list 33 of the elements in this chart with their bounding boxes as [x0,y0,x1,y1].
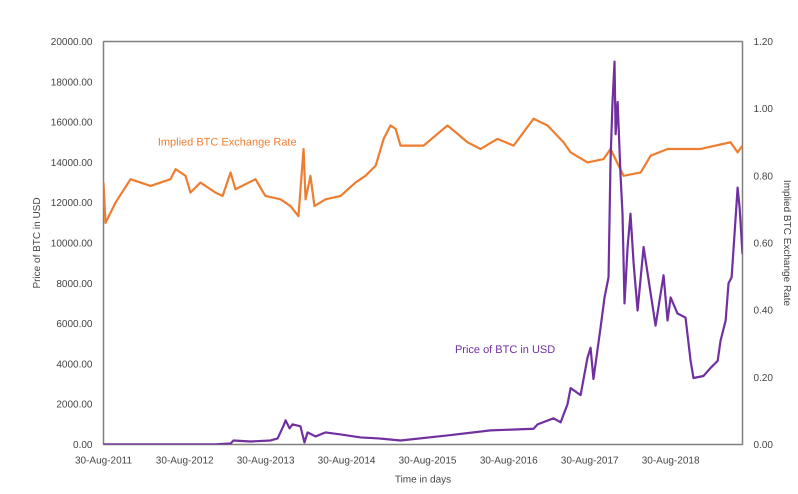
y-tick-label: 8000.00 [56,278,93,290]
x-axis-title: Time in days [394,474,452,486]
y-tick-label: 16000.00 [50,118,93,129]
line-series [104,118,742,224]
y-tick-label: 14000.00 [50,158,93,169]
y2-axis-title: Implied BTC Exchange Rate [780,180,792,307]
y-tick-label: 20000.00 [50,37,93,48]
x-tick-label: 30-Aug-2014 [318,456,376,466]
y-tick-label: 10000.00 [50,238,93,250]
line-series [104,60,742,444]
y-tick-label: 12000.00 [50,198,93,210]
text: Price of BTC in USD [454,344,556,356]
y-tick-label: 2000.00 [56,400,93,411]
y2-tick-label: 0.20 [754,372,774,384]
y2-tick-label: 1.20 [754,37,774,48]
y2-tick-label: 1.00 [754,104,774,116]
y2-tick-label: 0.00 [754,440,774,451]
y2-tick-label: 0.40 [754,306,774,317]
x-tick-label: 30-Aug-2017 [560,456,620,466]
y-tick-label: 0.00 [73,440,93,451]
y-tick-label: 4000.00 [56,359,93,370]
series-label: Implied BTC Exchange Rate [158,136,297,148]
x-tick-label: 30-Aug-2018 [642,456,700,466]
y-tick-label: 18000.00 [50,77,93,88]
x-tick-label: 30-Aug-2011 [74,456,132,466]
x-tick-label: 30-Aug-2013 [236,456,295,466]
x-tick-label: 30-Aug-2015 [398,456,457,466]
y-axis-title: Price of BTC in USD [32,197,43,289]
y2-tick-label: 0.60 [754,238,774,250]
x-tick-label: 30-Aug-2016 [480,456,538,466]
y2-tick-label: 0.80 [754,171,774,182]
y-tick-label: 6000.00 [56,319,93,330]
x-tick-label: 30-Aug-2012 [156,456,214,466]
